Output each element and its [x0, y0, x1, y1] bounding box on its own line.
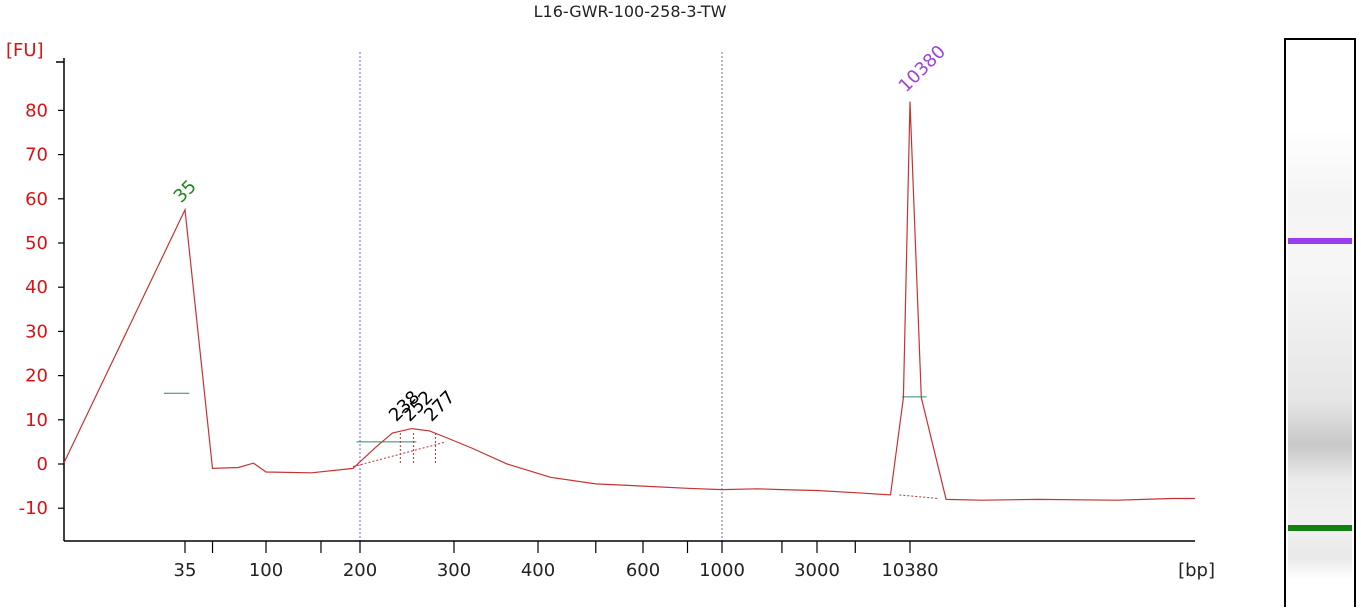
x-tick-label: 300 — [437, 560, 471, 581]
x-tick-label: 100 — [249, 560, 283, 581]
trace-layer — [63, 101, 1195, 501]
y-tick-label: 60 — [25, 189, 48, 210]
y-axis-ticks: 80 70 60 50 40 30 20 10 0 -10 — [19, 100, 64, 519]
baseline-segment — [899, 494, 939, 499]
y-tick-label: 20 — [25, 366, 48, 387]
x-tick-label: 35 — [174, 560, 197, 581]
y-tick-label: 50 — [25, 233, 48, 254]
y-axis-label: [FU] — [6, 40, 44, 61]
x-tick-label: 10380 — [881, 560, 938, 581]
peak-label: 35 — [170, 176, 201, 207]
chart-title: L16-GWR-100-258-3-TW — [533, 2, 727, 21]
y-tick-label: 80 — [25, 100, 48, 121]
x-tick-label: 1000 — [699, 560, 745, 581]
gel-lane — [1284, 38, 1356, 607]
y-tick-label: 0 — [37, 454, 48, 475]
axes — [56, 58, 1195, 542]
gel-background — [1288, 130, 1352, 580]
gel-lane-image — [1288, 130, 1352, 580]
grid-lines — [359, 52, 723, 541]
x-axis-ticks: 35 100 200 300 400 600 1000 3000 10380 — [174, 541, 939, 581]
y-tick-label: 30 — [25, 321, 48, 342]
peak-label: 10380 — [895, 41, 950, 96]
x-tick-label: 200 — [343, 560, 377, 581]
trace-line — [63, 101, 1195, 501]
y-tick-label: 10 — [25, 410, 48, 431]
x-tick-label: 400 — [521, 560, 555, 581]
gel-band — [1288, 238, 1352, 244]
x-tick-label: 3000 — [794, 560, 840, 581]
x-axis-label: [bp] — [1178, 560, 1215, 581]
y-tick-label: 70 — [25, 145, 48, 166]
baseline-segment — [352, 441, 447, 468]
y-tick-label: -10 — [19, 498, 48, 519]
y-tick-label: 40 — [25, 277, 48, 298]
gel-band — [1288, 525, 1352, 531]
x-tick-label: 600 — [626, 560, 660, 581]
